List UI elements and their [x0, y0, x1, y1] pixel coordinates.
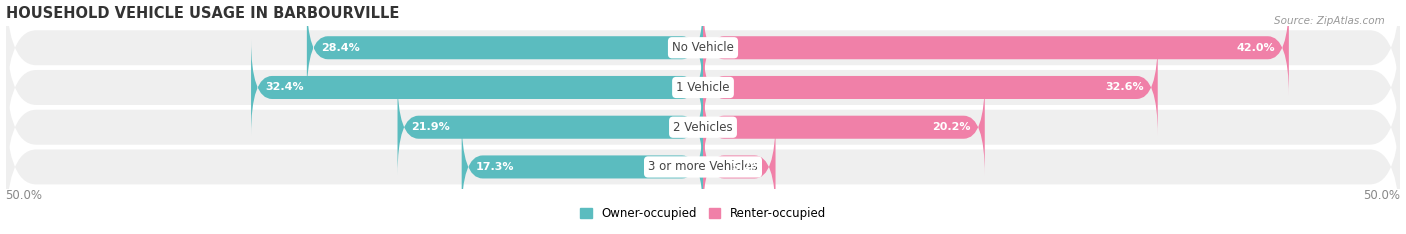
Text: 2 Vehicles: 2 Vehicles: [673, 121, 733, 134]
Text: 21.9%: 21.9%: [412, 122, 450, 132]
FancyBboxPatch shape: [703, 0, 1289, 96]
Legend: Owner-occupied, Renter-occupied: Owner-occupied, Renter-occupied: [575, 202, 831, 225]
FancyBboxPatch shape: [307, 0, 703, 96]
Text: 50.0%: 50.0%: [1364, 189, 1400, 202]
FancyBboxPatch shape: [6, 18, 1400, 157]
Text: 50.0%: 50.0%: [6, 189, 42, 202]
FancyBboxPatch shape: [398, 79, 703, 175]
Text: 28.4%: 28.4%: [321, 43, 360, 53]
Text: 3 or more Vehicles: 3 or more Vehicles: [648, 161, 758, 173]
FancyBboxPatch shape: [6, 97, 1400, 234]
FancyBboxPatch shape: [6, 57, 1400, 197]
Text: 17.3%: 17.3%: [475, 162, 515, 172]
Text: 42.0%: 42.0%: [1236, 43, 1275, 53]
Text: No Vehicle: No Vehicle: [672, 41, 734, 54]
FancyBboxPatch shape: [703, 79, 984, 175]
Text: 20.2%: 20.2%: [932, 122, 970, 132]
Text: Source: ZipAtlas.com: Source: ZipAtlas.com: [1274, 16, 1385, 26]
Text: 32.4%: 32.4%: [264, 82, 304, 92]
Text: 32.6%: 32.6%: [1105, 82, 1144, 92]
Text: HOUSEHOLD VEHICLE USAGE IN BARBOURVILLE: HOUSEHOLD VEHICLE USAGE IN BARBOURVILLE: [6, 6, 399, 21]
Text: 5.2%: 5.2%: [731, 162, 762, 172]
FancyBboxPatch shape: [252, 39, 703, 135]
FancyBboxPatch shape: [6, 0, 1400, 118]
FancyBboxPatch shape: [703, 39, 1157, 135]
FancyBboxPatch shape: [461, 119, 703, 215]
FancyBboxPatch shape: [703, 119, 776, 215]
Text: 1 Vehicle: 1 Vehicle: [676, 81, 730, 94]
